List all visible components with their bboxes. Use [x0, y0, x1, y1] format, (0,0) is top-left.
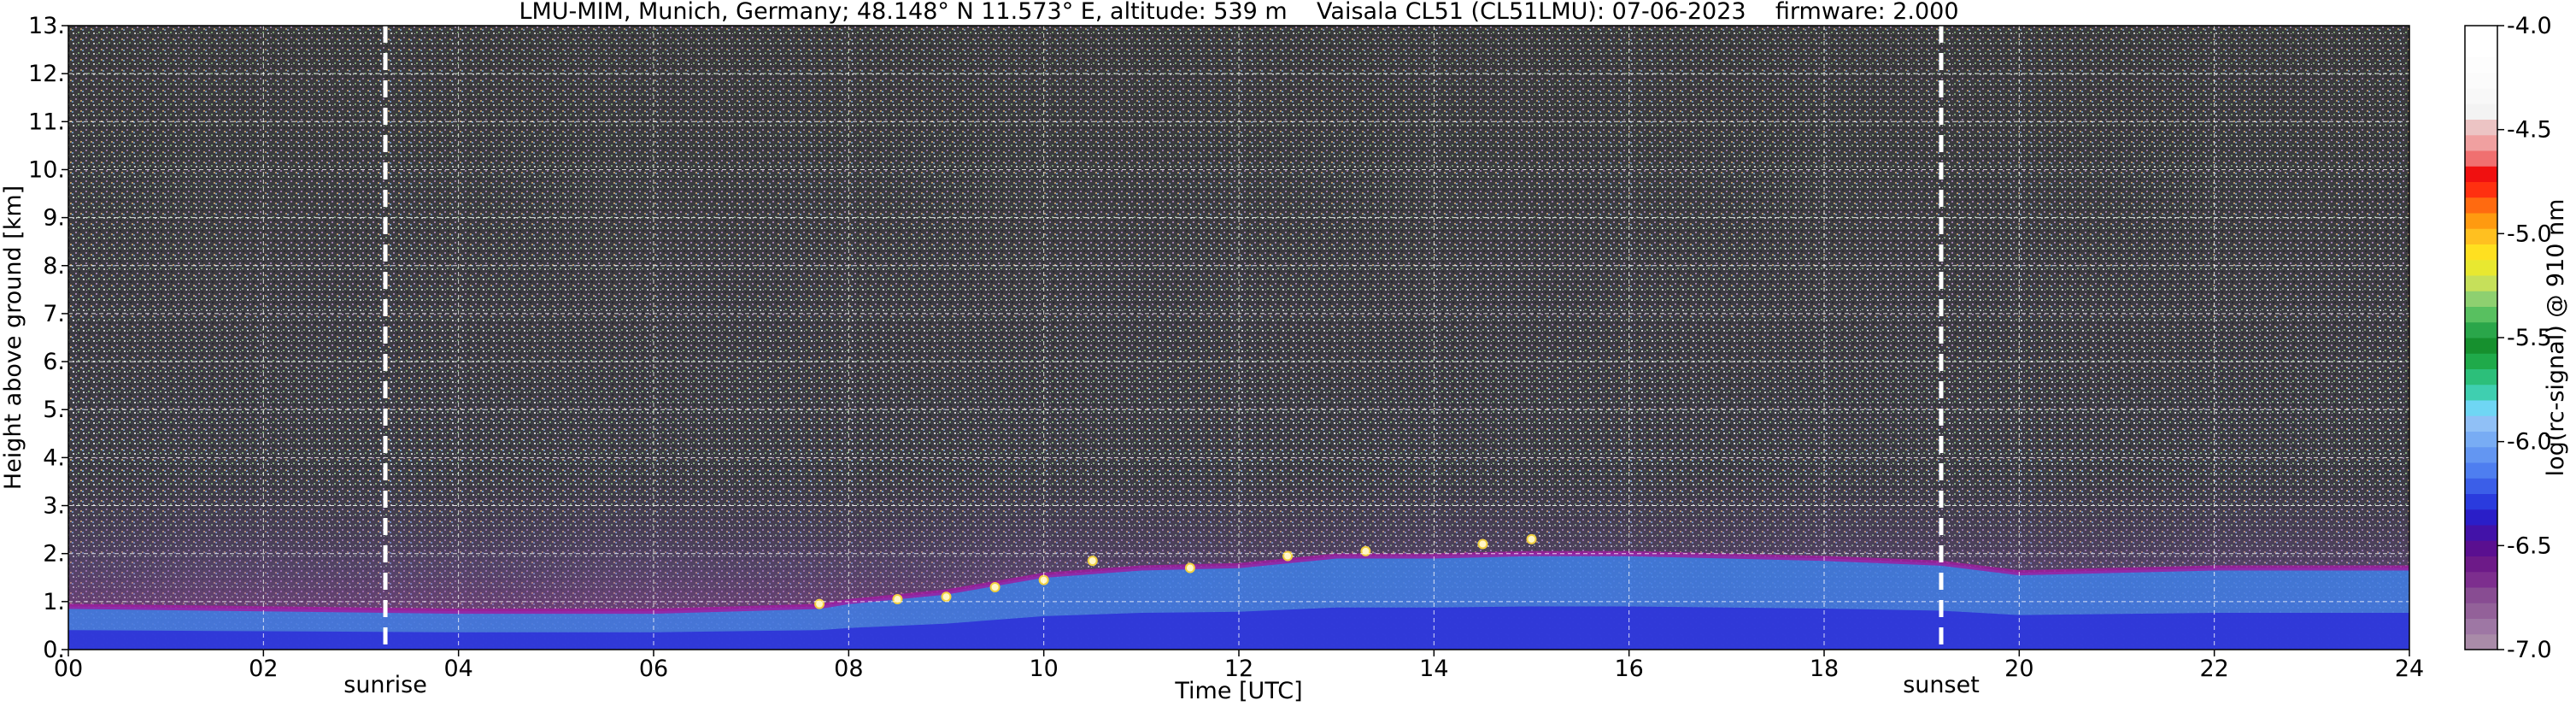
- colorbar-segment: [2465, 556, 2497, 573]
- colorbar-tick-label: -6.5: [2507, 532, 2552, 559]
- cloud-base-point: [1477, 538, 1488, 550]
- x-tick-label: 22: [2199, 656, 2228, 682]
- y-tick-label: 0.: [43, 637, 65, 663]
- x-tick-label: 04: [443, 656, 472, 682]
- y-tick-label: 1.: [43, 589, 65, 615]
- colorbar-segment: [2465, 181, 2497, 198]
- cloud-base-point: [941, 591, 952, 603]
- cloud-base-point: [1184, 562, 1195, 574]
- colorbar-segment: [2465, 353, 2497, 369]
- y-tick-label: 12.: [28, 61, 65, 87]
- x-tick-label: 18: [1810, 656, 1839, 682]
- cloud-base-point: [1526, 533, 1537, 544]
- y-tick-label: 8.: [43, 253, 65, 279]
- x-tick-label: 12: [1224, 656, 1253, 682]
- colorbar-tick-label: -7.0: [2507, 637, 2552, 663]
- cloud-base-point: [814, 598, 825, 609]
- colorbar-segment: [2465, 431, 2497, 448]
- colorbar-segment: [2465, 291, 2497, 307]
- y-tick-label: 3.: [43, 493, 65, 520]
- plot-area: [67, 25, 2410, 650]
- x-tick-label: 16: [1614, 656, 1643, 682]
- colorbar-segment: [2465, 509, 2497, 526]
- colorbar-tick-label: -6.0: [2507, 429, 2552, 456]
- y-axis-ticks: 0. 1. 2. 3. 4. 5. 6. 7. 8. 9. 10. 11. 12. 13.: [28, 13, 68, 663]
- cloud-base-point: [892, 594, 903, 605]
- colorbar-segment: [2465, 166, 2497, 182]
- colorbar-segment: [2465, 244, 2497, 261]
- cloud-base-point: [1087, 556, 1098, 567]
- colorbar-segment: [2465, 41, 2497, 57]
- colorbar-segment: [2465, 446, 2497, 463]
- colorbar-tick-label: -5.0: [2507, 221, 2552, 247]
- x-tick-label: 14: [1419, 656, 1448, 682]
- colorbar-segment: [2465, 259, 2497, 276]
- colorbar-segment: [2465, 540, 2497, 556]
- y-tick-label: 2.: [43, 541, 65, 568]
- sun-annotations: sunrise sunset: [343, 672, 1980, 698]
- colorbar-segment: [2465, 462, 2497, 479]
- colorbar-segment: [2465, 119, 2497, 136]
- x-tick-label: 02: [249, 656, 278, 682]
- colorbar-tick-label: -4.5: [2507, 117, 2552, 144]
- colorbar-segment: [2465, 478, 2497, 494]
- y-tick-label: 11.: [28, 109, 65, 135]
- x-tick-label: 20: [2004, 656, 2033, 682]
- colorbar: -4.0 -4.5 -5.0 -5.5 -6.0 -6.5 -7.0: [2464, 13, 2552, 663]
- grid-lines: [67, 25, 2410, 650]
- colorbar-segment: [2465, 587, 2497, 603]
- colorbar-segment: [2465, 72, 2497, 89]
- cloud-base-point: [1282, 550, 1294, 562]
- x-tick-label: 00: [54, 656, 83, 682]
- y-tick-label: 10.: [28, 156, 65, 183]
- colorbar-segment: [2465, 56, 2497, 74]
- colorbar-segment: [2465, 321, 2497, 338]
- y-axis-label: Height above ground [km]: [0, 185, 26, 490]
- chart-title: LMU-MIM, Munich, Germany; 48.148° N 11.5…: [519, 0, 1958, 25]
- colorbar-segment: [2465, 197, 2497, 214]
- colorbar-tick-label: -4.0: [2507, 13, 2552, 39]
- y-tick-label: 6.: [43, 349, 65, 375]
- colorbar-segment: [2465, 603, 2497, 619]
- colorbar-segment: [2465, 228, 2497, 244]
- colorbar-segment: [2465, 618, 2497, 635]
- colorbar-segment: [2465, 400, 2497, 416]
- annotation-sunset: sunset: [1903, 672, 1980, 698]
- y-tick-label: 7.: [43, 301, 65, 327]
- colorbar-segment: [2465, 571, 2497, 588]
- y-tick-label: 4.: [43, 444, 65, 471]
- y-tick-label: 9.: [43, 205, 65, 232]
- x-tick-label: 08: [834, 656, 863, 682]
- colorbar-segment: [2465, 493, 2497, 510]
- sun-lines: [383, 26, 1944, 650]
- colorbar-segment: [2465, 150, 2497, 167]
- colorbar-segment: [2465, 525, 2497, 541]
- x-tick-label: 10: [1029, 656, 1058, 682]
- x-tick-label: 06: [639, 656, 668, 682]
- y-tick-label: 5.: [43, 397, 65, 423]
- colorbar-segment: [2465, 134, 2497, 151]
- colorbar-segment: [2465, 633, 2497, 650]
- colorbar-segment: [2465, 26, 2497, 42]
- colorbar-segment: [2465, 368, 2497, 385]
- colorbar-segment: [2465, 415, 2497, 432]
- colorbar-segment: [2465, 213, 2497, 229]
- colorbar-segment: [2465, 88, 2497, 104]
- cloud-base-point: [1360, 545, 1371, 556]
- colorbar-segment: [2465, 275, 2497, 291]
- annotation-sunrise: sunrise: [343, 672, 427, 698]
- colorbar-segment: [2465, 384, 2497, 401]
- x-axis-label: Time [UTC]: [1174, 678, 1302, 704]
- colorbar-segment: [2465, 103, 2497, 120]
- x-axis-ticks: 00 02 04 06 08 10 12 14 16 18 20 22 24: [54, 650, 2424, 682]
- x-tick-label: 24: [2395, 656, 2424, 682]
- colorbar-label: log(rc-signal) @ 910 nm: [2543, 199, 2569, 477]
- colorbar-segment: [2465, 338, 2497, 354]
- colorbar-segment: [2465, 306, 2497, 323]
- cloud-base-point: [989, 582, 1000, 592]
- colorbar-tick-label: -5.5: [2507, 325, 2552, 351]
- y-tick-label: 13.: [28, 13, 65, 39]
